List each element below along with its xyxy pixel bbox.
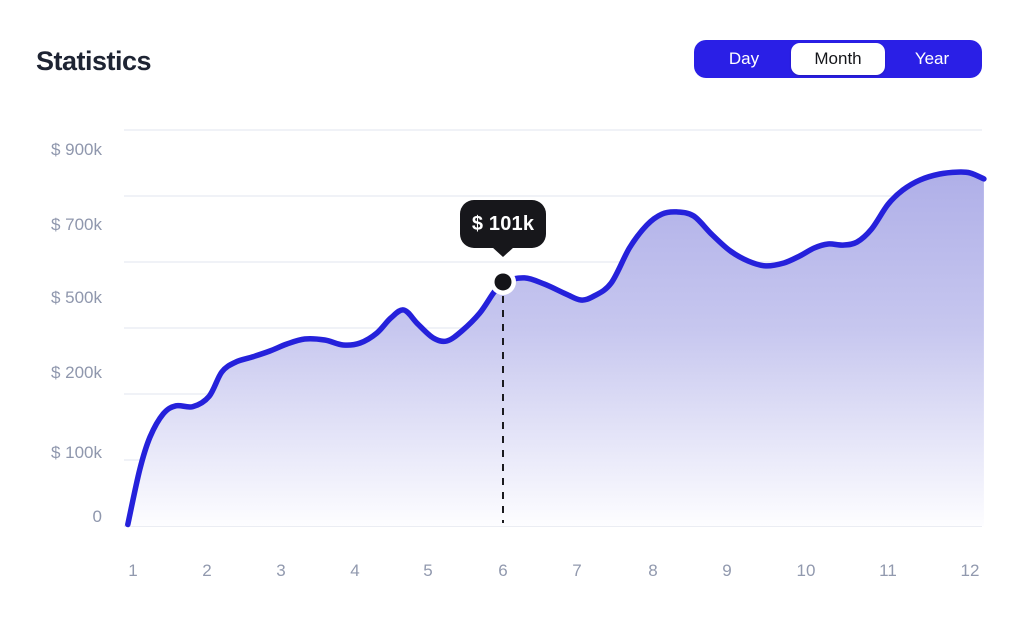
x-tick-9: 9 (722, 561, 732, 580)
page-title: Statistics (36, 46, 152, 76)
y-tick-200k: $ 200k (50, 363, 102, 382)
period-toggle-year[interactable]: Year (885, 43, 979, 75)
highlight-point[interactable] (494, 273, 512, 291)
x-tick-1: 1 (128, 561, 138, 580)
value-tooltip: $ 101k (460, 200, 546, 248)
y-tick-100k: $ 100k (50, 443, 102, 462)
y-tick-900k: $ 900k (50, 140, 102, 159)
trend-line (125, 169, 987, 528)
y-tick-700k: $ 700k (50, 215, 102, 234)
x-tick-5: 5 (423, 561, 433, 580)
period-toggle-month[interactable]: Month (791, 43, 885, 75)
x-tick-3: 3 (276, 561, 286, 580)
x-tick-4: 4 (350, 561, 360, 580)
x-tick-2: 2 (202, 561, 212, 580)
x-tick-8: 8 (648, 561, 658, 580)
y-tick-0: 0 (92, 507, 102, 526)
x-tick-12: 12 (960, 561, 980, 580)
tooltip-value: $ 101k (471, 212, 535, 235)
period-toggle-day[interactable]: Day (697, 43, 791, 75)
x-tick-6: 6 (498, 561, 508, 580)
x-tick-7: 7 (572, 561, 582, 580)
area-fill (127, 171, 984, 526)
period-toggle: Day Month Year (694, 40, 982, 78)
x-tick-11: 11 (879, 561, 897, 580)
x-tick-10: 10 (796, 561, 816, 580)
y-tick-500k: $ 500k (50, 288, 102, 307)
